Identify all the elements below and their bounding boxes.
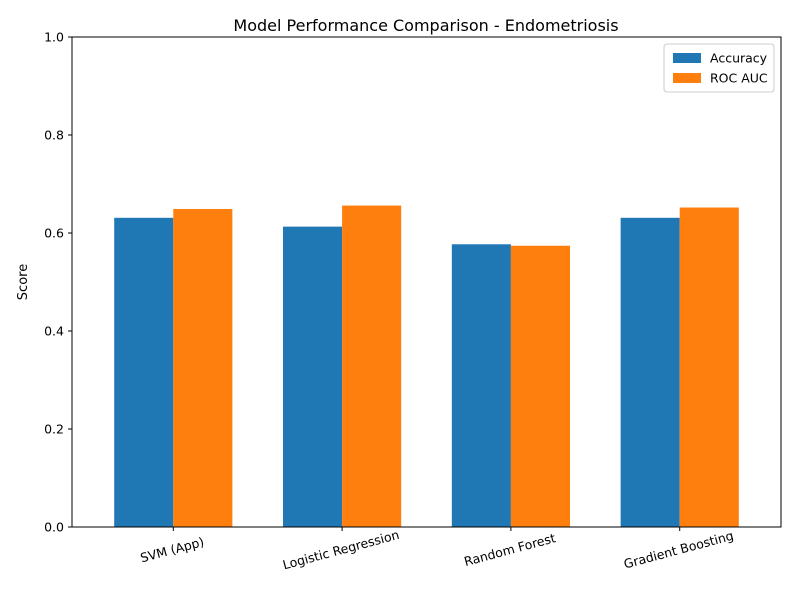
x-tick-label: Gradient Boosting	[622, 528, 735, 572]
bar-accuracy-3	[620, 217, 680, 527]
legend: Accuracy ROC AUC	[663, 43, 775, 93]
bar-roc-auc-1	[342, 205, 402, 527]
legend-label: Accuracy	[710, 51, 768, 66]
chart-title: Model Performance Comparison - Endometri…	[233, 16, 618, 35]
x-tick-label: SVM (App)	[139, 534, 206, 565]
legend-swatch	[673, 73, 701, 83]
bar-accuracy-2	[451, 244, 511, 527]
y-tick-label: 0.8	[44, 128, 64, 143]
x-tick-label: Logistic Regression	[281, 527, 401, 573]
x-axis: SVM (App) Logistic Regression Random Fores…	[139, 527, 735, 573]
y-tick-label: 0.6	[44, 226, 64, 241]
bar-roc-auc-2	[510, 245, 570, 528]
x-tick-label: Random Forest	[462, 530, 557, 569]
bars-group	[114, 205, 739, 528]
y-tick-label: 1.0	[44, 30, 64, 45]
legend-label: ROC AUC	[710, 71, 768, 86]
bar-roc-auc-3	[679, 207, 739, 527]
bar-accuracy-1	[283, 226, 343, 527]
y-tick-label: 0.0	[44, 520, 64, 535]
y-tick-label: 0.2	[44, 422, 64, 437]
y-axis-label: Score	[16, 264, 31, 300]
bar-roc-auc-0	[173, 208, 233, 528]
y-tick-label: 0.4	[44, 324, 64, 339]
bar-accuracy-0	[114, 217, 174, 527]
y-axis: 0.0 0.2 0.4 0.6 0.8 1.0	[44, 30, 72, 535]
plot-frame	[71, 36, 782, 528]
legend-swatch	[673, 53, 701, 63]
